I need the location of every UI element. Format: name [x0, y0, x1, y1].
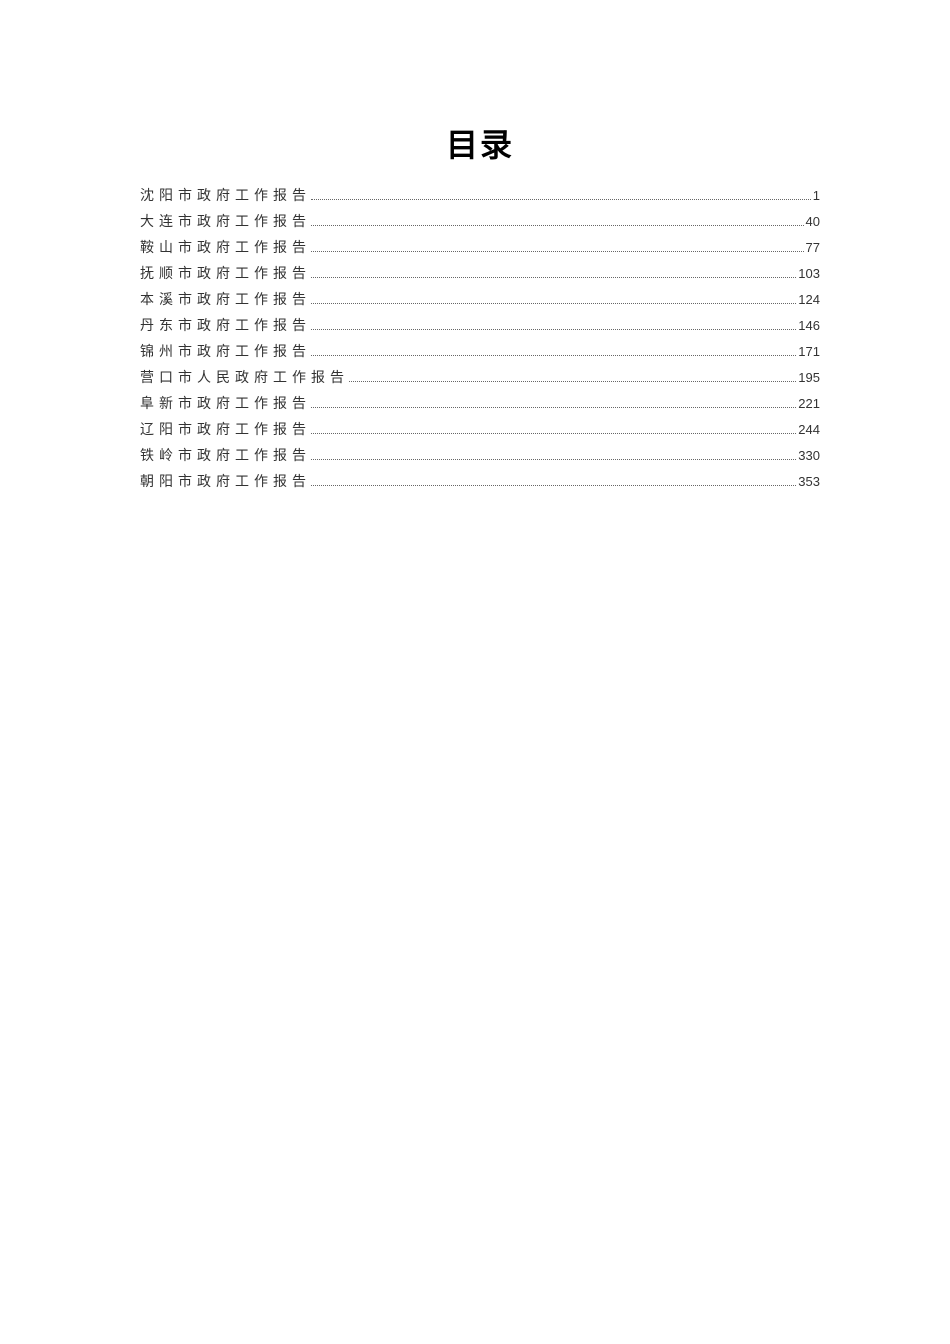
toc-leader-dots: [311, 407, 796, 408]
toc-entry: 本溪市政府工作报告 124: [140, 288, 820, 313]
toc-entry: 锦州市政府工作报告 171: [140, 340, 820, 365]
toc-entry-label: 辽阳市政府工作报告: [140, 419, 311, 443]
toc-entry-label: 鞍山市政府工作报告: [140, 237, 311, 261]
toc-leader-dots: [311, 433, 796, 434]
toc-leader-dots: [311, 251, 804, 252]
toc-entry-label: 锦州市政府工作报告: [140, 341, 311, 365]
toc-entry-label: 朝阳市政府工作报告: [140, 471, 311, 495]
toc-entry-label: 铁岭市政府工作报告: [140, 445, 311, 469]
toc-entry-label: 沈阳市政府工作报告: [140, 185, 311, 209]
toc-entry-page: 330: [798, 444, 820, 468]
toc-leader-dots: [311, 225, 804, 226]
toc-leader-dots: [311, 459, 796, 460]
toc-entry-page: 195: [798, 366, 820, 390]
toc-entry-label: 大连市政府工作报告: [140, 211, 311, 235]
toc-entry: 营口市人民政府工作报告 195: [140, 366, 820, 391]
toc-leader-dots: [311, 199, 811, 200]
toc-entry: 阜新市政府工作报告 221: [140, 392, 820, 417]
toc-entry: 铁岭市政府工作报告 330: [140, 444, 820, 469]
toc-entry: 辽阳市政府工作报告 244: [140, 418, 820, 443]
toc-entry: 大连市政府工作报告 40: [140, 210, 820, 235]
page-title: 目录: [140, 120, 820, 166]
toc-entry-page: 244: [798, 418, 820, 442]
toc-entry-page: 124: [798, 288, 820, 312]
toc-leader-dots: [311, 303, 796, 304]
toc-leader-dots: [349, 381, 796, 382]
table-of-contents: 沈阳市政府工作报告 1 大连市政府工作报告 40 鞍山市政府工作报告 77 抚顺…: [140, 184, 820, 495]
toc-entry-page: 103: [798, 262, 820, 286]
toc-leader-dots: [311, 485, 796, 486]
toc-entry-page: 40: [806, 210, 820, 234]
toc-entry-label: 本溪市政府工作报告: [140, 289, 311, 313]
toc-entry-label: 营口市人民政府工作报告: [140, 367, 349, 391]
toc-entry: 鞍山市政府工作报告 77: [140, 236, 820, 261]
toc-entry-label: 丹东市政府工作报告: [140, 315, 311, 339]
toc-entry: 沈阳市政府工作报告 1: [140, 184, 820, 209]
toc-leader-dots: [311, 355, 796, 356]
toc-entry: 抚顺市政府工作报告 103: [140, 262, 820, 287]
toc-entry-label: 抚顺市政府工作报告: [140, 263, 311, 287]
toc-entry-page: 146: [798, 314, 820, 338]
toc-leader-dots: [311, 277, 796, 278]
toc-entry: 丹东市政府工作报告 146: [140, 314, 820, 339]
toc-entry-page: 221: [798, 392, 820, 416]
toc-entry-page: 1: [813, 184, 820, 208]
toc-leader-dots: [311, 329, 796, 330]
toc-entry-page: 77: [806, 236, 820, 260]
toc-entry-label: 阜新市政府工作报告: [140, 393, 311, 417]
toc-entry: 朝阳市政府工作报告 353: [140, 470, 820, 495]
toc-entry-page: 353: [798, 470, 820, 494]
toc-entry-page: 171: [798, 340, 820, 364]
